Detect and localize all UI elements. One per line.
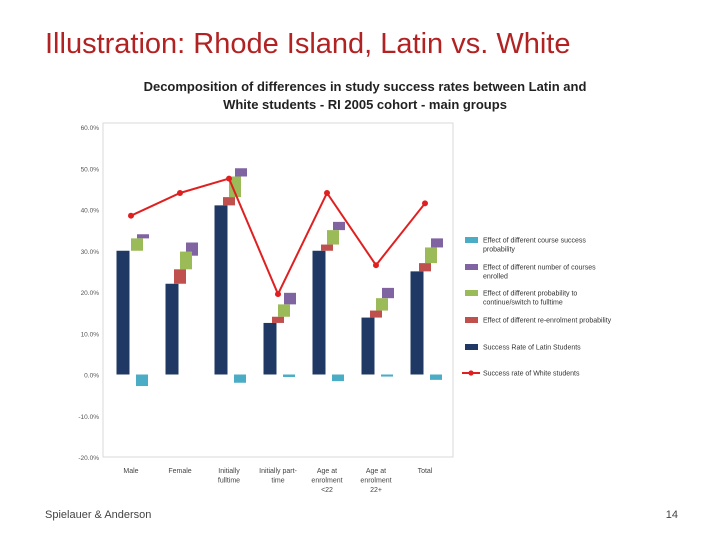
- legend-course-success-swatch: [465, 237, 478, 243]
- continue-fulltime-effect-bar: [425, 247, 437, 264]
- latin-success-bar: [263, 322, 277, 375]
- page-number: 14: [665, 509, 678, 521]
- continue-fulltime-effect-bar: [327, 230, 339, 245]
- legend-white-success-label: Success rate of White students: [483, 371, 580, 378]
- chart-legend: Effect of different course success probab…: [462, 237, 612, 378]
- x-category-label: Age at enrolment 22+: [360, 468, 391, 494]
- re-enrolment-effect-bar: [174, 269, 186, 284]
- courses-enrolled-effect-bar: [284, 292, 296, 305]
- white-success-point: [275, 291, 281, 298]
- y-axis: 60.0% 50.0% 40.0% 30.0% 20.0% 10.0% 0.0% -10.0%…: [78, 125, 99, 462]
- course-success-effect-bar: [283, 374, 295, 377]
- latin-success-bar: [165, 283, 179, 375]
- courses-enrolled-effect-bar: [431, 238, 443, 248]
- white-success-point: [226, 175, 232, 182]
- legend-re-enrolment-swatch: [465, 317, 478, 323]
- y-tick-label: 20.0%: [81, 290, 100, 297]
- y-tick-label: -10.0%: [78, 414, 99, 421]
- y-tick-label: 60.0%: [81, 125, 100, 132]
- course-success-effect-bar: [332, 374, 344, 382]
- legend-course-success-label: Effect of different course success probab…: [483, 238, 586, 254]
- y-tick-label: 50.0%: [81, 166, 100, 173]
- white-success-point: [128, 212, 134, 219]
- course-success-effect-bar: [136, 374, 148, 387]
- continue-fulltime-effect-bar: [180, 251, 192, 270]
- x-category-label: Female: [168, 468, 191, 475]
- y-tick-label: 30.0%: [81, 249, 100, 256]
- legend-courses-enrolled-label: Effect of different number of courses enr…: [483, 265, 596, 281]
- latin-success-bar: [214, 205, 228, 375]
- chart-title-line-2: White students - RI 2005 cohort - main g…: [223, 97, 507, 112]
- y-tick-label: 40.0%: [81, 208, 100, 215]
- legend-courses-enrolled-swatch: [465, 264, 478, 270]
- courses-enrolled-effect-bar: [333, 221, 345, 231]
- course-success-effect-bar: [234, 374, 246, 383]
- re-enrolment-effect-bar: [272, 316, 284, 323]
- latin-success-bar: [410, 271, 424, 375]
- plot-area-frame: [102, 122, 454, 458]
- continue-fulltime-effect-bar: [278, 304, 290, 317]
- continue-fulltime-effect-bar: [229, 176, 241, 198]
- x-category-label: Age at enrolment <22: [311, 468, 342, 494]
- white-success-point: [422, 200, 428, 207]
- re-enrolment-effect-bar: [370, 310, 382, 318]
- re-enrolment-effect-bar: [419, 263, 431, 272]
- footer-authors: Spielauer & Anderson: [45, 509, 152, 521]
- white-success-point: [324, 190, 330, 196]
- chart-title: Decomposition of differences in study su…: [110, 78, 620, 114]
- latin-success-bar: [116, 250, 130, 375]
- y-tick-label: -20.0%: [78, 455, 99, 462]
- courses-enrolled-effect-bar: [382, 287, 394, 299]
- legend-continue-fulltime-swatch: [465, 290, 478, 296]
- courses-enrolled-effect-bar: [137, 234, 149, 239]
- legend-latin-success-label: Success Rate of Latin Students: [483, 345, 581, 352]
- x-category-label: Total: [418, 468, 433, 475]
- y-tick-label: 10.0%: [81, 331, 100, 338]
- x-axis-labels: Male Female Initially fulltime Initially par…: [123, 468, 432, 494]
- y-tick-label: 0.0%: [84, 373, 99, 380]
- x-category-label: Male: [123, 468, 138, 475]
- latin-success-bar: [361, 317, 375, 375]
- white-success-point: [177, 190, 183, 196]
- course-success-effect-bar: [381, 374, 393, 377]
- slide-title: Illustration: Rhode Island, Latin vs. Wh…: [45, 28, 571, 60]
- legend-continue-fulltime-label: Effect of different probability to contin…: [483, 291, 577, 307]
- re-enrolment-effect-bar: [223, 197, 235, 206]
- bars-layer: [116, 168, 443, 387]
- courses-enrolled-effect-bar: [235, 168, 247, 177]
- legend-white-success-marker-point: [468, 370, 474, 376]
- white-students-line-layer: [128, 175, 428, 298]
- re-enrolment-effect-bar: [321, 244, 333, 251]
- latin-success-bar: [312, 250, 326, 375]
- chart-title-line-1: Decomposition of differences in study su…: [143, 79, 587, 94]
- white-success-point: [373, 262, 379, 269]
- x-category-label: Initially fulltime: [218, 468, 240, 485]
- course-success-effect-bar: [430, 374, 442, 380]
- x-category-label: Initially part-time: [259, 468, 297, 485]
- legend-re-enrolment-label: Effect of different re-enrolment probabi…: [483, 318, 612, 325]
- legend-latin-success-swatch: [465, 344, 478, 350]
- continue-fulltime-effect-bar: [131, 238, 143, 251]
- continue-fulltime-effect-bar: [376, 298, 388, 311]
